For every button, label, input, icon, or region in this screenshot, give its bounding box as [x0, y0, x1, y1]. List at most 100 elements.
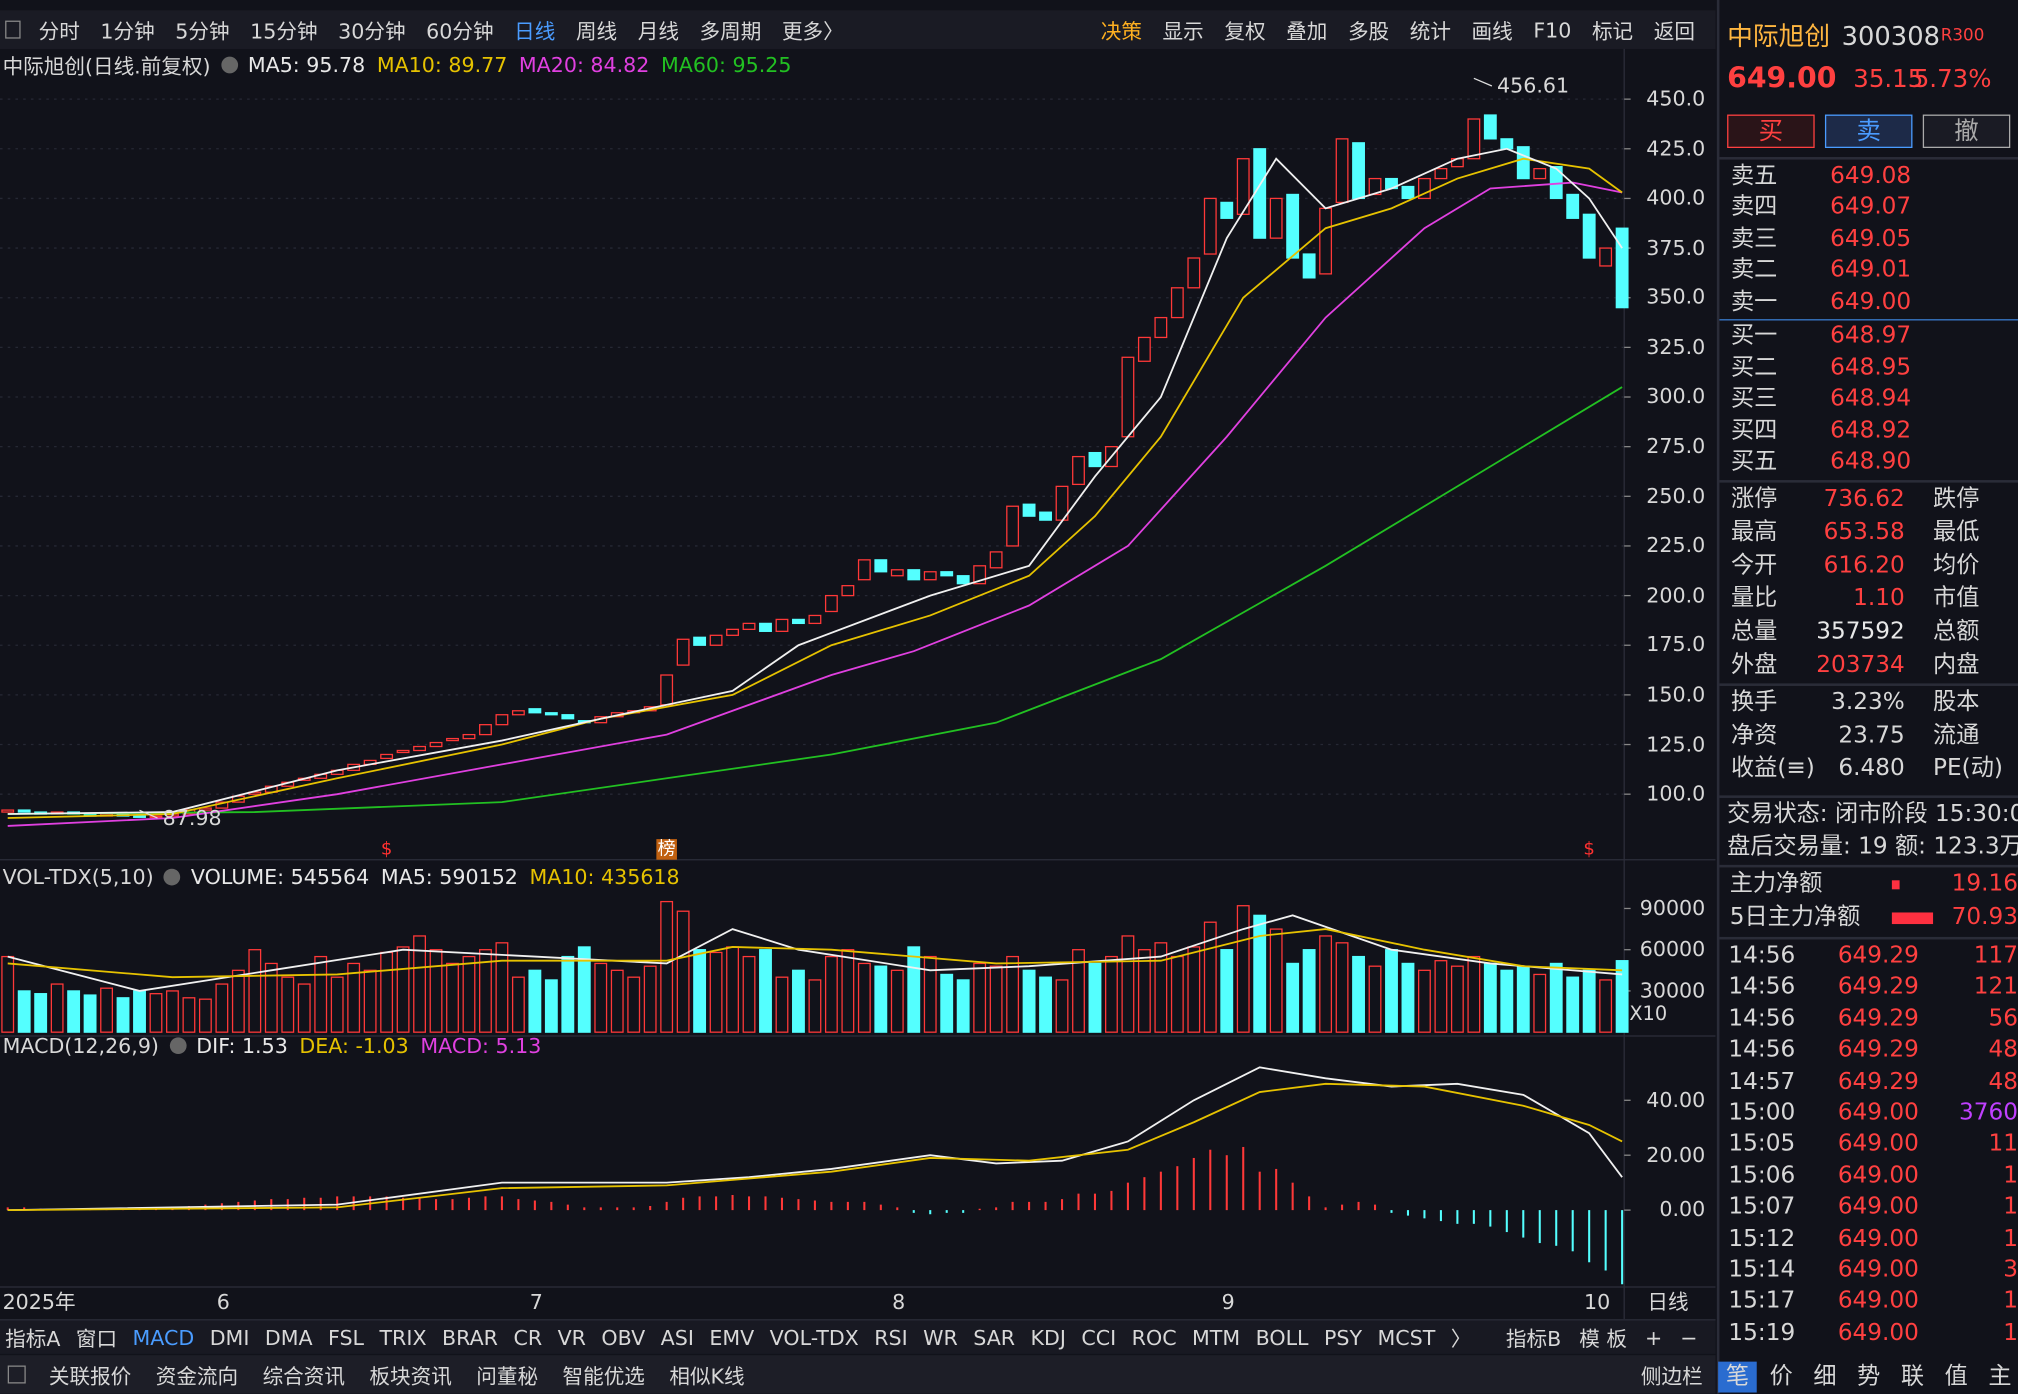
sidebar-toggle[interactable]: 侧边栏 — [1640, 1364, 1703, 1389]
status-tab[interactable]: 资金流向 — [155, 1364, 239, 1389]
flow-label: 主力净额 — [1729, 870, 1823, 898]
stat-value: 203734 — [1816, 651, 1905, 679]
indicator-tab[interactable]: 窗口 — [75, 1326, 118, 1352]
tool-button[interactable]: 多股 — [1347, 19, 1390, 44]
tool-button[interactable]: F10 — [1533, 17, 1572, 42]
period-tab[interactable]: 分时 — [38, 19, 80, 44]
indicator-tab[interactable]: SAR — [973, 1324, 1016, 1350]
indicator-tab[interactable]: FSL — [328, 1324, 365, 1350]
indicator-tab[interactable]: DMA — [264, 1324, 313, 1350]
status-tab[interactable]: 相似K线 — [669, 1364, 745, 1389]
indicator-tab[interactable]: BRAR — [442, 1324, 499, 1350]
period-tab[interactable]: 更多〉 — [781, 19, 844, 44]
volume-bar — [67, 990, 81, 1033]
indicator-tab[interactable]: DMI — [209, 1324, 250, 1350]
indicator-tab[interactable]: 〉 — [1450, 1326, 1472, 1352]
trade-volume: 3 — [2003, 1256, 2018, 1284]
indicator-tab[interactable]: VR — [557, 1324, 586, 1350]
candle-up — [1072, 455, 1085, 486]
indicator-tab[interactable]: ASI — [660, 1324, 694, 1350]
stat-label: 总量 — [1731, 617, 1778, 646]
period-tab[interactable]: 30分钟 — [338, 19, 406, 44]
volume-bar — [133, 990, 146, 1033]
indicator-tab[interactable]: 指标B — [1505, 1326, 1562, 1352]
indicator-tab[interactable]: MCST — [1377, 1324, 1436, 1350]
period-tab[interactable]: 多周期 — [699, 19, 762, 44]
status-tab[interactable]: 综合资讯 — [262, 1364, 345, 1389]
period-tab[interactable]: 月线 — [637, 19, 679, 44]
indicator-tab[interactable]: MACD — [132, 1324, 195, 1350]
tool-button[interactable]: 统计 — [1409, 19, 1451, 44]
tool-button[interactable]: 返回 — [1653, 19, 1695, 44]
status-tab[interactable]: 问董秘 — [476, 1364, 539, 1389]
volume-bar — [1072, 949, 1085, 1033]
tool-button[interactable]: 复权 — [1224, 19, 1266, 44]
indicator-tab[interactable]: 指标A — [5, 1326, 61, 1352]
flow-bar — [1891, 912, 1934, 925]
candle-down — [1253, 148, 1267, 239]
candle-down — [17, 809, 31, 813]
stat-label: 换手 — [1731, 688, 1778, 716]
volume-bar — [577, 946, 591, 1033]
indicator-tab[interactable]: OBV — [601, 1324, 646, 1350]
status-tab[interactable]: 智能优选 — [562, 1364, 645, 1389]
indicator-tab[interactable]: 模 板 — [1579, 1326, 1627, 1352]
indicator-tab[interactable]: BOLL — [1255, 1324, 1309, 1350]
candle-up — [1154, 316, 1168, 339]
candle-up — [380, 753, 394, 760]
status-tab[interactable]: 板块资讯 — [369, 1364, 452, 1389]
period-tab[interactable]: 60分钟 — [426, 19, 494, 44]
indicator-tab[interactable]: − — [1680, 1324, 1698, 1350]
trade-time: 15:14 — [1728, 1256, 1796, 1284]
status-tab[interactable]: 关联报价 — [48, 1364, 132, 1389]
period-tab[interactable]: 周线 — [575, 19, 618, 44]
y-tick-label: 100.0 — [1646, 781, 1706, 806]
volume-bar — [314, 955, 328, 1033]
volume-bar — [34, 993, 48, 1033]
volume-bar — [1549, 962, 1563, 1033]
indicator-tab[interactable]: RSI — [874, 1324, 908, 1350]
indicator-tab[interactable]: MTM — [1192, 1324, 1241, 1350]
volume-bar — [1418, 969, 1431, 1033]
indicator-tab[interactable]: PSY — [1323, 1324, 1363, 1350]
volume-bar — [198, 998, 212, 1033]
divider — [1719, 319, 2018, 321]
tool-button[interactable]: 决策 — [1100, 19, 1142, 44]
indicator-tab[interactable]: CR — [513, 1324, 543, 1350]
tool-button[interactable]: 标记 — [1591, 19, 1634, 44]
volume-bar — [1319, 935, 1333, 1033]
period-tab[interactable]: 5分钟 — [175, 19, 230, 44]
volume-bar — [396, 946, 410, 1033]
indicator-tab[interactable]: TRIX — [379, 1324, 427, 1350]
indicator-tab[interactable]: VOL-TDX — [769, 1324, 859, 1350]
volume-bar — [759, 949, 772, 1033]
volume-bar — [874, 965, 888, 1033]
indicator-tab[interactable]: ROC — [1131, 1324, 1177, 1350]
stat-value: 3.23% — [1831, 688, 1905, 716]
period-tab[interactable]: 日线 — [514, 19, 556, 44]
indicator-value: DEA: -1.03 — [299, 1032, 409, 1058]
indicator-tab[interactable]: + — [1645, 1324, 1663, 1350]
candle-down — [1615, 227, 1629, 309]
trade-time: 14:56 — [1728, 1036, 1796, 1064]
indicator-tab[interactable]: CCI — [1081, 1324, 1117, 1350]
tool-button[interactable]: 显示 — [1162, 19, 1204, 44]
panel-tab: 势 — [1857, 1362, 1881, 1390]
ma-line — [7, 386, 1623, 815]
ma-line — [7, 181, 1623, 827]
tool-button[interactable]: 画线 — [1471, 19, 1513, 44]
trade-time: 15:06 — [1728, 1161, 1796, 1189]
period-tab[interactable]: 15分钟 — [250, 19, 318, 44]
trade-price: 649.00 — [1837, 1287, 1919, 1315]
tool-button[interactable]: 叠加 — [1286, 19, 1328, 44]
candle-down — [544, 712, 558, 716]
trade-status: 交易状态: 闭市阶段 15:30:0 — [1727, 800, 2018, 828]
indicator-tab[interactable]: WR — [923, 1324, 958, 1350]
indicator-tab[interactable]: EMV — [709, 1324, 755, 1350]
volume-bar — [544, 979, 558, 1033]
period-tab[interactable]: 1分钟 — [100, 19, 155, 44]
y-tick-label: 200.0 — [1646, 582, 1706, 608]
indicator-tab[interactable]: KDJ — [1030, 1324, 1066, 1350]
ask-price: 649.07 — [1830, 193, 1912, 221]
volume-bar — [297, 983, 311, 1033]
